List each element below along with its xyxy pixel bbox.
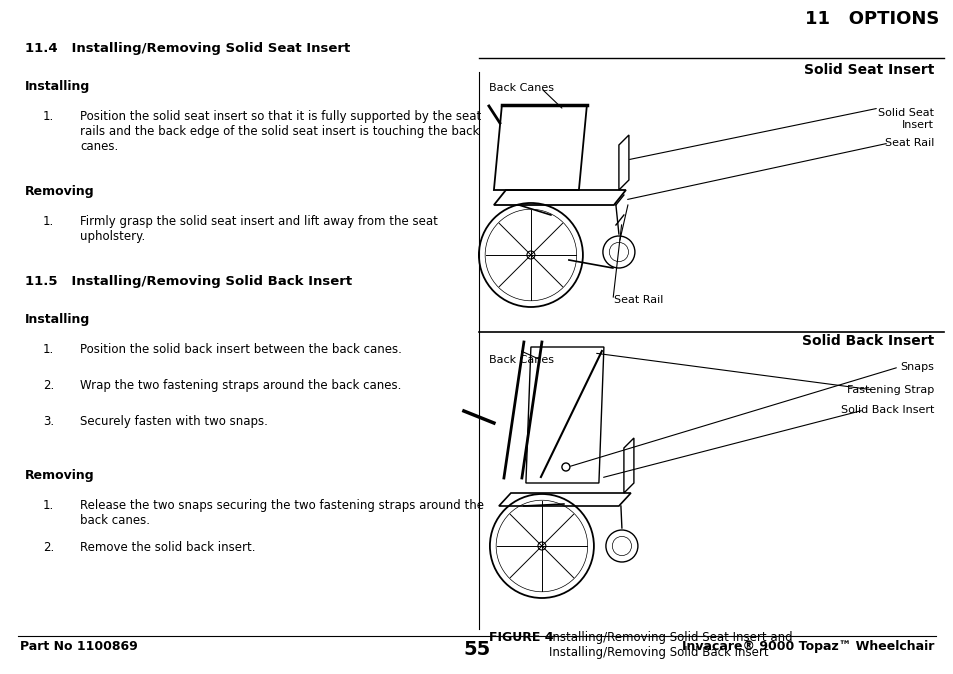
Text: Solid Seat
Insert: Solid Seat Insert: [877, 108, 933, 129]
Text: 1.: 1.: [43, 499, 54, 512]
Text: Position the solid seat insert so that it is fully supported by the seat
rails a: Position the solid seat insert so that i…: [80, 110, 480, 153]
Text: Installing: Installing: [25, 313, 91, 326]
Text: Firmly grasp the solid seat insert and lift away from the seat
upholstery.: Firmly grasp the solid seat insert and l…: [80, 215, 437, 243]
Text: 1.: 1.: [43, 343, 54, 356]
Text: Installing/Removing Solid Seat Insert and
Installing/Removing Solid Back Insert: Installing/Removing Solid Seat Insert an…: [548, 631, 792, 659]
Text: Seat Rail: Seat Rail: [614, 295, 662, 305]
Text: Release the two snaps securing the two fastening straps around the
back canes.: Release the two snaps securing the two f…: [80, 499, 483, 527]
Text: Back Canes: Back Canes: [488, 83, 554, 93]
Text: Part No 1100869: Part No 1100869: [20, 640, 137, 653]
Text: Solid Seat Insert: Solid Seat Insert: [802, 63, 933, 77]
Text: FIGURE 4: FIGURE 4: [488, 631, 553, 644]
Text: Fastening Strap: Fastening Strap: [846, 385, 933, 395]
Text: Removing: Removing: [25, 185, 94, 198]
Text: 2.: 2.: [43, 541, 54, 554]
Text: 11.5   Installing/Removing Solid Back Insert: 11.5 Installing/Removing Solid Back Inse…: [25, 275, 352, 288]
Text: 11.4   Installing/Removing Solid Seat Insert: 11.4 Installing/Removing Solid Seat Inse…: [25, 42, 350, 55]
Text: 55: 55: [463, 640, 490, 659]
Text: 1.: 1.: [43, 110, 54, 123]
Text: Removing: Removing: [25, 469, 94, 482]
Text: Installing: Installing: [25, 80, 91, 93]
Text: Snaps: Snaps: [900, 362, 933, 372]
Text: Position the solid back insert between the back canes.: Position the solid back insert between t…: [80, 343, 401, 356]
Text: Seat Rail: Seat Rail: [883, 138, 933, 148]
Text: Securely fasten with two snaps.: Securely fasten with two snaps.: [80, 415, 268, 428]
Text: 11   OPTIONS: 11 OPTIONS: [803, 10, 938, 28]
Text: 3.: 3.: [43, 415, 54, 428]
Text: Invacare® 9000 Topaz™ Wheelchair: Invacare® 9000 Topaz™ Wheelchair: [680, 640, 933, 653]
Text: 2.: 2.: [43, 379, 54, 392]
Text: Solid Back Insert: Solid Back Insert: [801, 334, 933, 348]
Text: Solid Back Insert: Solid Back Insert: [840, 405, 933, 415]
Text: 1.: 1.: [43, 215, 54, 228]
Text: Back Canes: Back Canes: [488, 355, 554, 365]
Text: Remove the solid back insert.: Remove the solid back insert.: [80, 541, 255, 554]
Text: Wrap the two fastening straps around the back canes.: Wrap the two fastening straps around the…: [80, 379, 401, 392]
